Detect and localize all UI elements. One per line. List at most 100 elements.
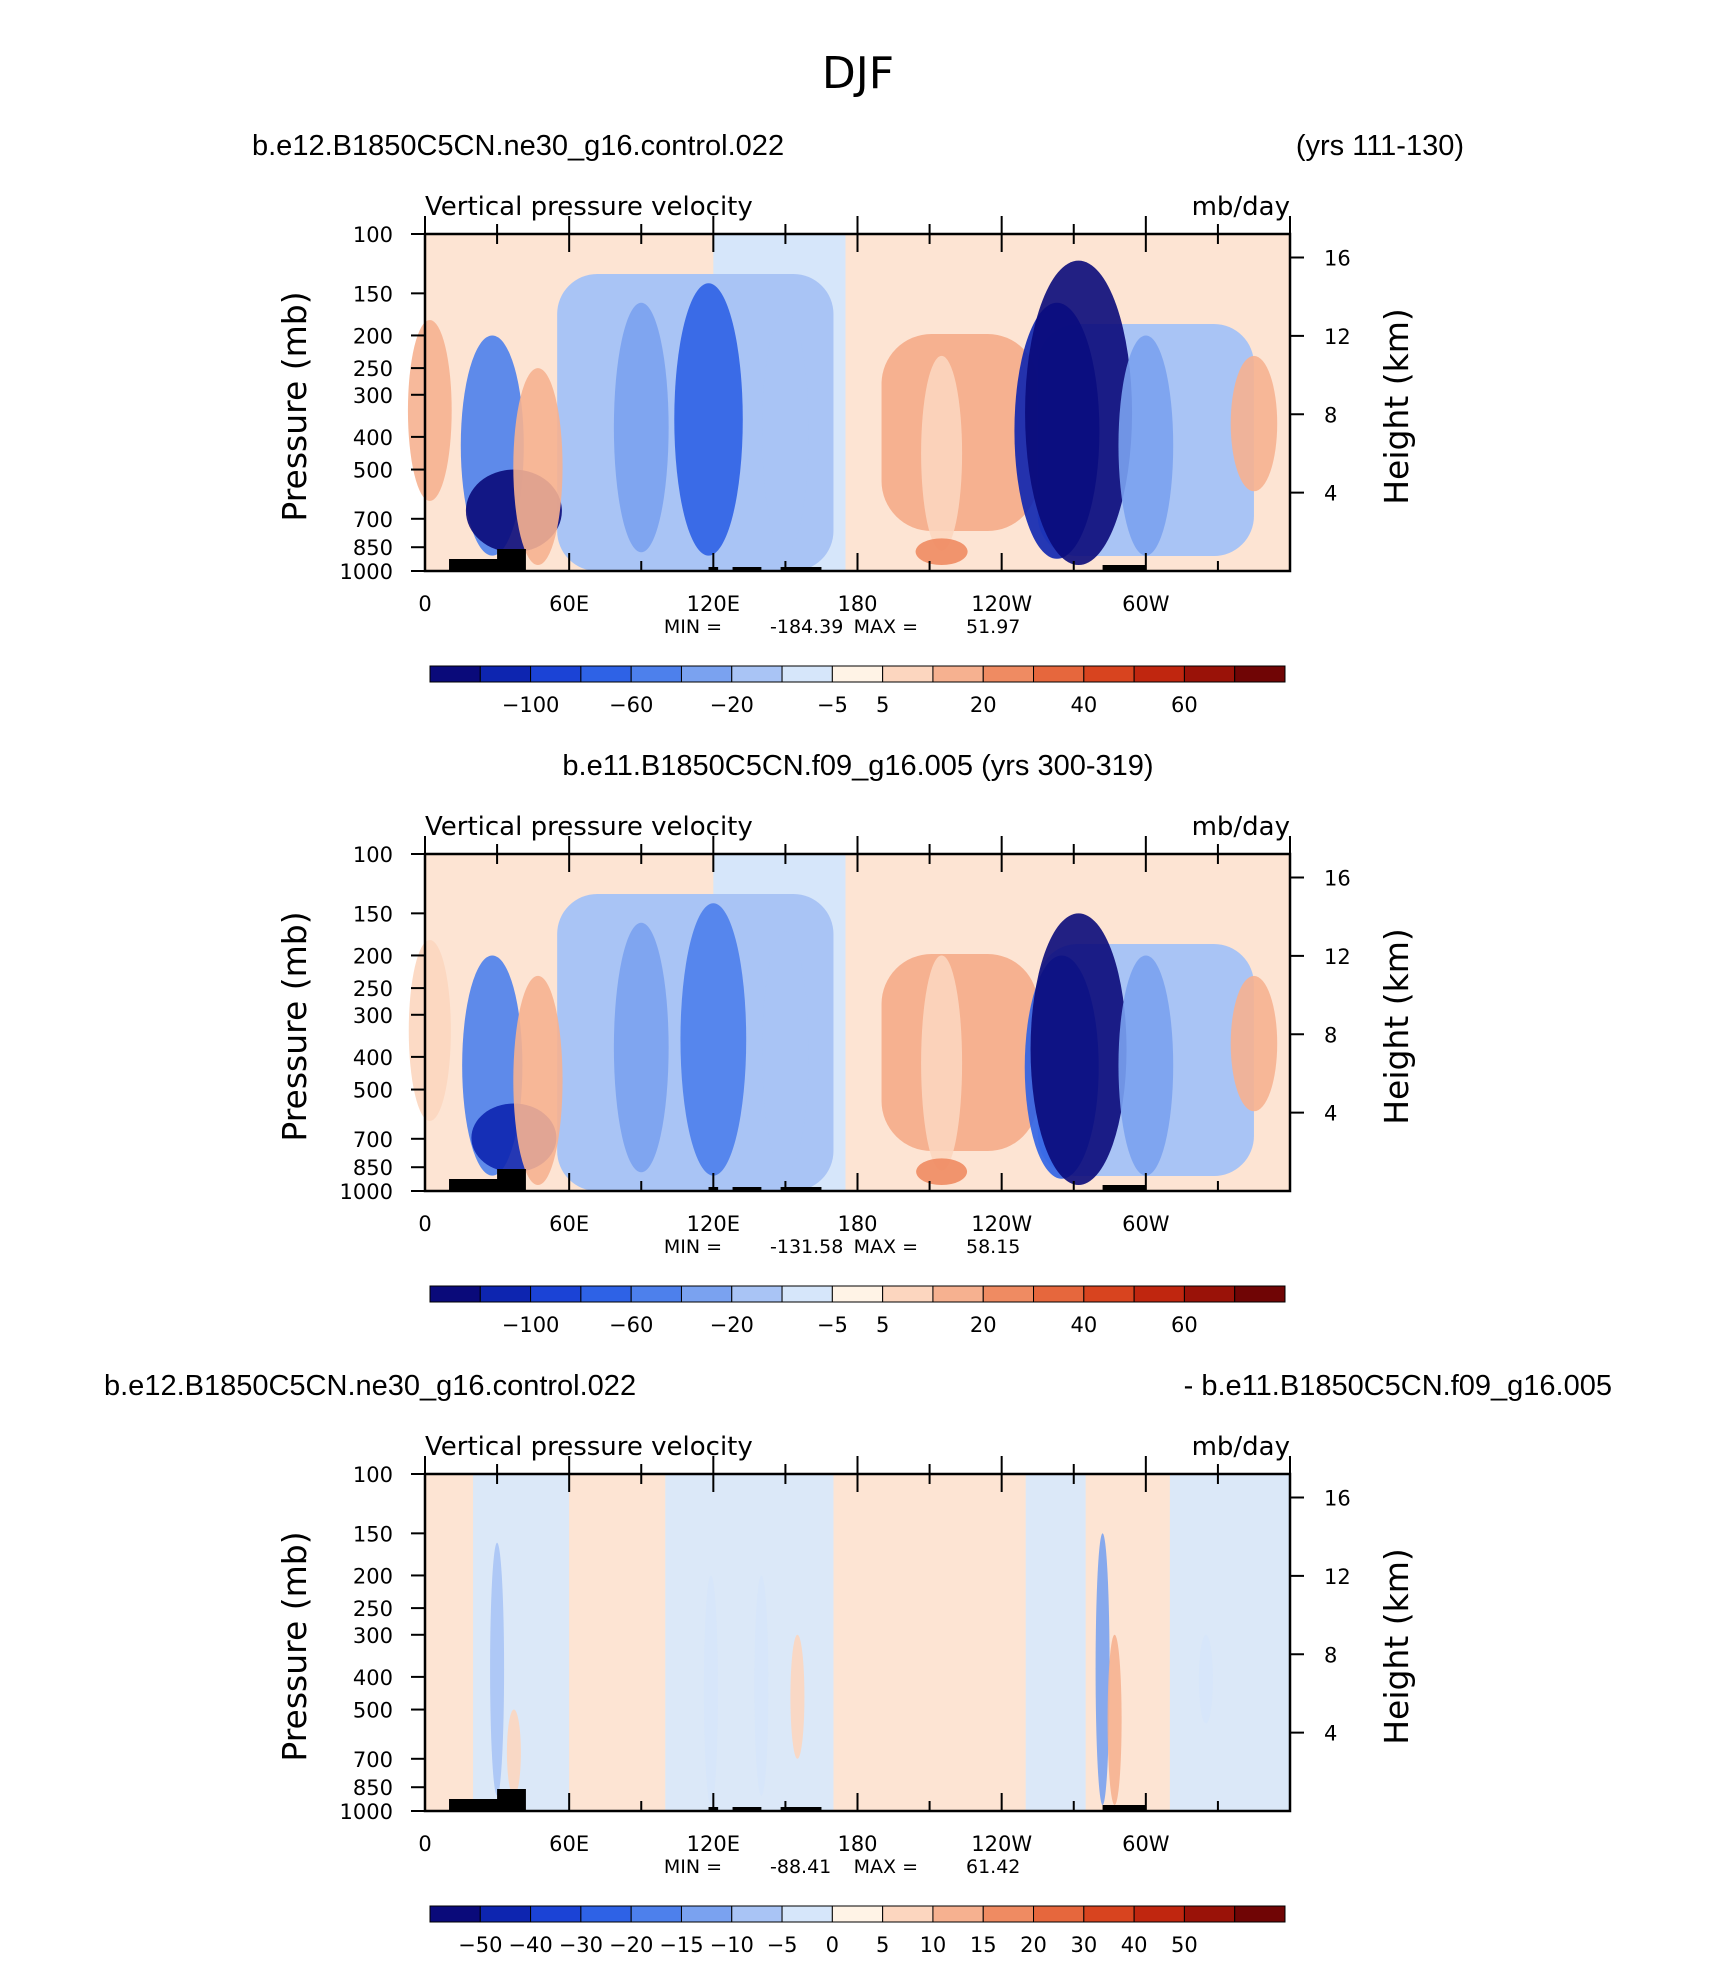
colorbar-label: 40 bbox=[1070, 693, 1097, 717]
topography bbox=[497, 1169, 526, 1191]
colorbar-swatch bbox=[1133, 665, 1185, 683]
x-tick-label: 120E bbox=[687, 592, 740, 616]
colorbar-label: 60 bbox=[1171, 693, 1198, 717]
field-feature bbox=[1118, 335, 1174, 556]
colorbar-label: −20 bbox=[710, 693, 754, 717]
field-band bbox=[425, 1474, 474, 1811]
panel-header-left: b.e12.B1850C5CN.ne30_g16.control.022 bbox=[104, 1370, 636, 1402]
colorbar-label: 0 bbox=[826, 1933, 839, 1957]
colorbar-swatch bbox=[932, 1905, 984, 1923]
colorbar-swatch bbox=[429, 1285, 481, 1303]
colorbar-label: 50 bbox=[1171, 1933, 1198, 1957]
colorbar-swatch bbox=[1234, 1285, 1286, 1303]
y-tick-label: 300 bbox=[353, 384, 393, 408]
x-tick-label: 60E bbox=[549, 1832, 589, 1856]
field-feature bbox=[513, 368, 563, 566]
topography bbox=[732, 1807, 762, 1811]
colorbar-swatch bbox=[479, 665, 532, 683]
figure-title: DJF bbox=[822, 48, 894, 99]
colorbar-swatch bbox=[882, 1285, 934, 1303]
colorbar-swatch bbox=[1083, 665, 1135, 683]
x-tick-label: 180 bbox=[837, 592, 877, 616]
colorbar-label: −15 bbox=[659, 1933, 703, 1957]
field-band bbox=[1025, 1474, 1086, 1811]
field-band bbox=[833, 1474, 1026, 1811]
y-tick-label: 500 bbox=[353, 1079, 393, 1103]
field-band bbox=[1169, 1474, 1290, 1811]
colorbar-label: 5 bbox=[876, 693, 889, 717]
colorbar-swatch bbox=[530, 1905, 582, 1923]
panel-f09: b.e11.B1850C5CN.f09_g16.005 (yrs 300-319… bbox=[275, 750, 1416, 1337]
y-tick-label: 200 bbox=[353, 324, 393, 348]
colorbar-label: −20 bbox=[609, 1933, 653, 1957]
colorbar-label: 15 bbox=[970, 1933, 997, 1957]
field-band bbox=[569, 1474, 666, 1811]
x-tick-label: 60W bbox=[1122, 1832, 1170, 1856]
field-feature bbox=[1230, 355, 1278, 492]
x-tick-label: 180 bbox=[837, 1832, 877, 1856]
y2-tick-label: 12 bbox=[1324, 945, 1351, 969]
colorbar-swatch bbox=[1234, 1905, 1286, 1923]
y-tick-label: 850 bbox=[353, 536, 393, 560]
max-value: 51.97 bbox=[966, 616, 1020, 638]
x-tick-label: 120E bbox=[687, 1832, 740, 1856]
colorbar-swatch bbox=[680, 665, 733, 683]
y2-tick-label: 4 bbox=[1324, 1102, 1337, 1126]
panel-header-right: (yrs 111-130) bbox=[1296, 130, 1464, 162]
colorbar-swatch bbox=[429, 665, 481, 683]
field-feature bbox=[762, 931, 809, 1173]
colorbar-swatch bbox=[731, 665, 783, 683]
y-tick-label: 1000 bbox=[340, 560, 393, 584]
colorbar-swatch bbox=[1083, 1285, 1135, 1303]
colorbar-label: −5 bbox=[817, 693, 848, 717]
x-tick-label: 120W bbox=[971, 592, 1032, 616]
field-feature bbox=[513, 975, 563, 1186]
x-tick-label: 120W bbox=[971, 1212, 1032, 1236]
topography bbox=[1102, 1185, 1146, 1191]
colorbar-swatch bbox=[630, 1905, 682, 1923]
colorbar-swatch bbox=[1083, 1905, 1135, 1923]
colorbar-label: 5 bbox=[876, 1313, 889, 1337]
colorbar-swatch bbox=[530, 665, 582, 683]
y-tick-label: 700 bbox=[353, 1748, 393, 1772]
colorbar-swatch bbox=[781, 665, 833, 683]
field-feature bbox=[407, 320, 452, 502]
max-value: 58.15 bbox=[966, 1236, 1020, 1258]
topography bbox=[780, 1187, 822, 1191]
field-feature bbox=[921, 355, 963, 551]
colorbar-swatch bbox=[932, 1285, 984, 1303]
topography bbox=[780, 1807, 822, 1811]
field-feature bbox=[921, 955, 963, 1171]
colorbar-label: −10 bbox=[710, 1933, 754, 1957]
field-band bbox=[665, 1474, 834, 1811]
x-tick-label: 60E bbox=[549, 592, 589, 616]
colorbar-swatch bbox=[781, 1905, 833, 1923]
y-tick-label: 150 bbox=[353, 282, 393, 306]
colorbar-swatch bbox=[781, 1285, 833, 1303]
field-feature bbox=[408, 940, 451, 1122]
colorbar-swatch bbox=[831, 1905, 884, 1923]
plot-title: Vertical pressure velocity bbox=[425, 812, 753, 842]
plot-title: Vertical pressure velocity bbox=[425, 192, 753, 222]
colorbar-label: −5 bbox=[817, 1313, 848, 1337]
y-tick-label: 100 bbox=[353, 1463, 393, 1487]
colorbar: −100 −60 −20 −5 5 20 40 60 bbox=[429, 665, 1286, 717]
y-tick-label: 100 bbox=[353, 843, 393, 867]
y2-tick-label: 4 bbox=[1324, 1722, 1337, 1746]
field-feature bbox=[674, 283, 743, 556]
y2-tick-label: 16 bbox=[1324, 1487, 1351, 1511]
y2-tick-label: 8 bbox=[1324, 1023, 1337, 1047]
y2-axis-label: Height (km) bbox=[1377, 1548, 1416, 1745]
colorbar-label: −100 bbox=[502, 1313, 560, 1337]
y-tick-label: 250 bbox=[353, 357, 393, 381]
y-tick-label: 250 bbox=[353, 977, 393, 1001]
panel-header-right: - b.e11.B1850C5CN.f09_g16.005 bbox=[1184, 1370, 1612, 1402]
y-tick-label: 200 bbox=[353, 944, 393, 968]
x-tick-label: 0 bbox=[418, 592, 431, 616]
field-feature bbox=[916, 1158, 968, 1186]
colorbar-label: −5 bbox=[767, 1933, 798, 1957]
field-feature bbox=[915, 538, 968, 566]
max-label: MAX = bbox=[854, 1856, 918, 1878]
colorbar-swatch bbox=[1033, 665, 1085, 683]
